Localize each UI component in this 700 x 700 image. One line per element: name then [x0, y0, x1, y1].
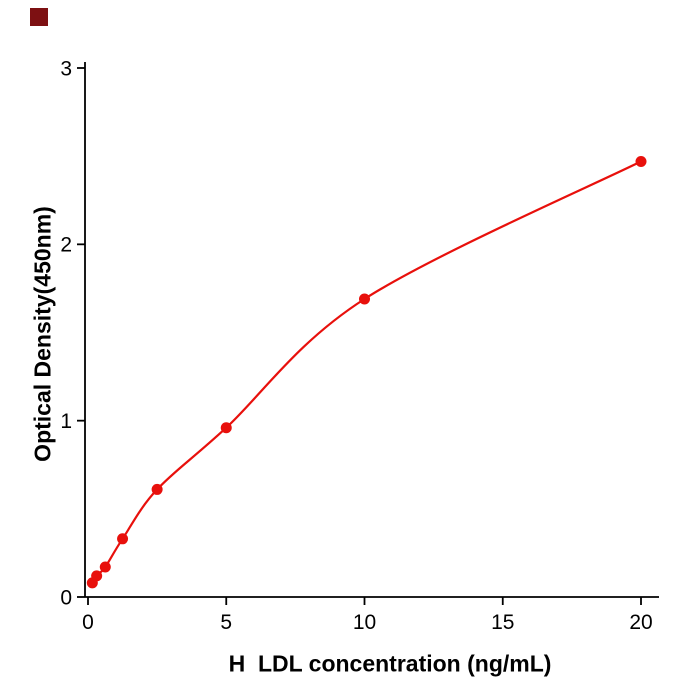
y-axis-title: Optical Density(450nm) — [29, 206, 56, 462]
data-point — [220, 422, 232, 434]
data-point — [359, 293, 370, 305]
y-tick-label: 1 — [60, 410, 72, 433]
y-tick-label: 2 — [60, 234, 72, 257]
data-point — [91, 570, 103, 582]
x-tick-label: 20 — [629, 611, 652, 634]
data-point — [117, 533, 129, 545]
corner-mark — [30, 8, 48, 26]
y-tick-label: 3 — [60, 57, 72, 80]
data-point — [99, 561, 111, 573]
data-point — [635, 155, 647, 167]
x-tick-label: 10 — [353, 611, 376, 634]
x-tick-label: 0 — [82, 611, 94, 634]
data-point — [151, 483, 163, 495]
x-tick-label: 5 — [220, 611, 232, 634]
y-tick-label: 0 — [60, 586, 72, 609]
x-tick-label: 15 — [491, 611, 514, 634]
fit-curve — [91, 160, 642, 584]
x-axis-title: H LDL concentration (ng/mL) — [228, 650, 552, 677]
